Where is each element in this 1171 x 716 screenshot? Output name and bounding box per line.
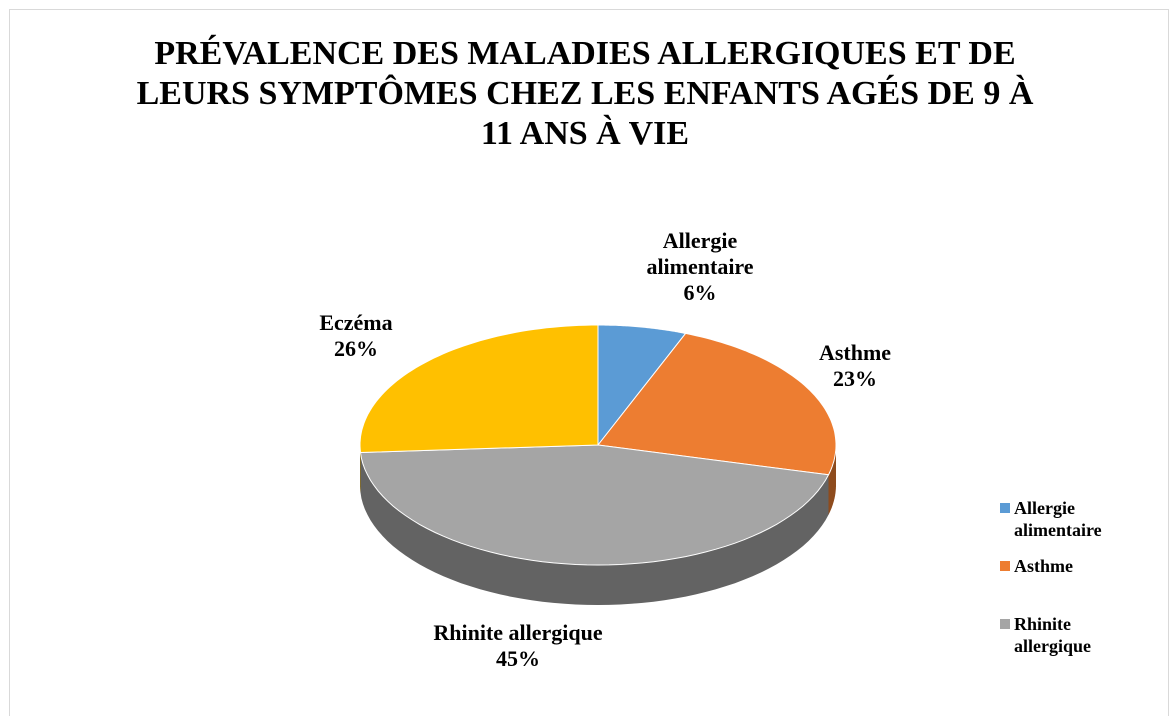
data-label-category: Allergie alimentaire: [646, 228, 754, 279]
legend-label: Rhinite allergique: [1014, 614, 1091, 656]
data-label: Asthme 23%: [780, 340, 930, 392]
data-label-value: 45%: [496, 646, 540, 671]
chart-title: PRÉVALENCE DES MALADIES ALLERGIQUES ET D…: [136, 35, 1034, 152]
chart-frame: [9, 9, 1169, 716]
pie-slice: [359, 324, 599, 454]
data-label-category: Eczéma: [319, 310, 393, 335]
data-label: Rhinite allergique 45%: [388, 620, 648, 672]
data-label-category: Rhinite allergique: [433, 620, 603, 645]
slice-side: [360, 445, 361, 493]
legend-item: Rhinite allergique: [1000, 613, 1150, 657]
legend-swatch: [1000, 619, 1010, 629]
pie-slice: [597, 324, 687, 447]
data-label-value: 6%: [683, 280, 717, 305]
slice-side: [360, 452, 829, 605]
data-label-value: 23%: [833, 366, 877, 391]
data-label-value: 26%: [334, 336, 378, 361]
data-label: Eczéma 26%: [281, 310, 431, 362]
pie-slice: [359, 444, 830, 566]
data-label: Allergie alimentaire 6%: [625, 228, 775, 306]
legend-item: Allergie alimentaire: [1000, 497, 1150, 541]
legend-swatch: [1000, 503, 1010, 513]
legend-swatch: [1000, 561, 1010, 571]
data-label-category: Asthme: [818, 340, 892, 365]
pie-slice: [597, 332, 837, 476]
legend-label: Allergie alimentaire: [1014, 498, 1102, 540]
legend-item: Asthme: [1000, 555, 1150, 577]
legend-label: Asthme: [1014, 556, 1073, 576]
slice-side: [828, 445, 836, 515]
